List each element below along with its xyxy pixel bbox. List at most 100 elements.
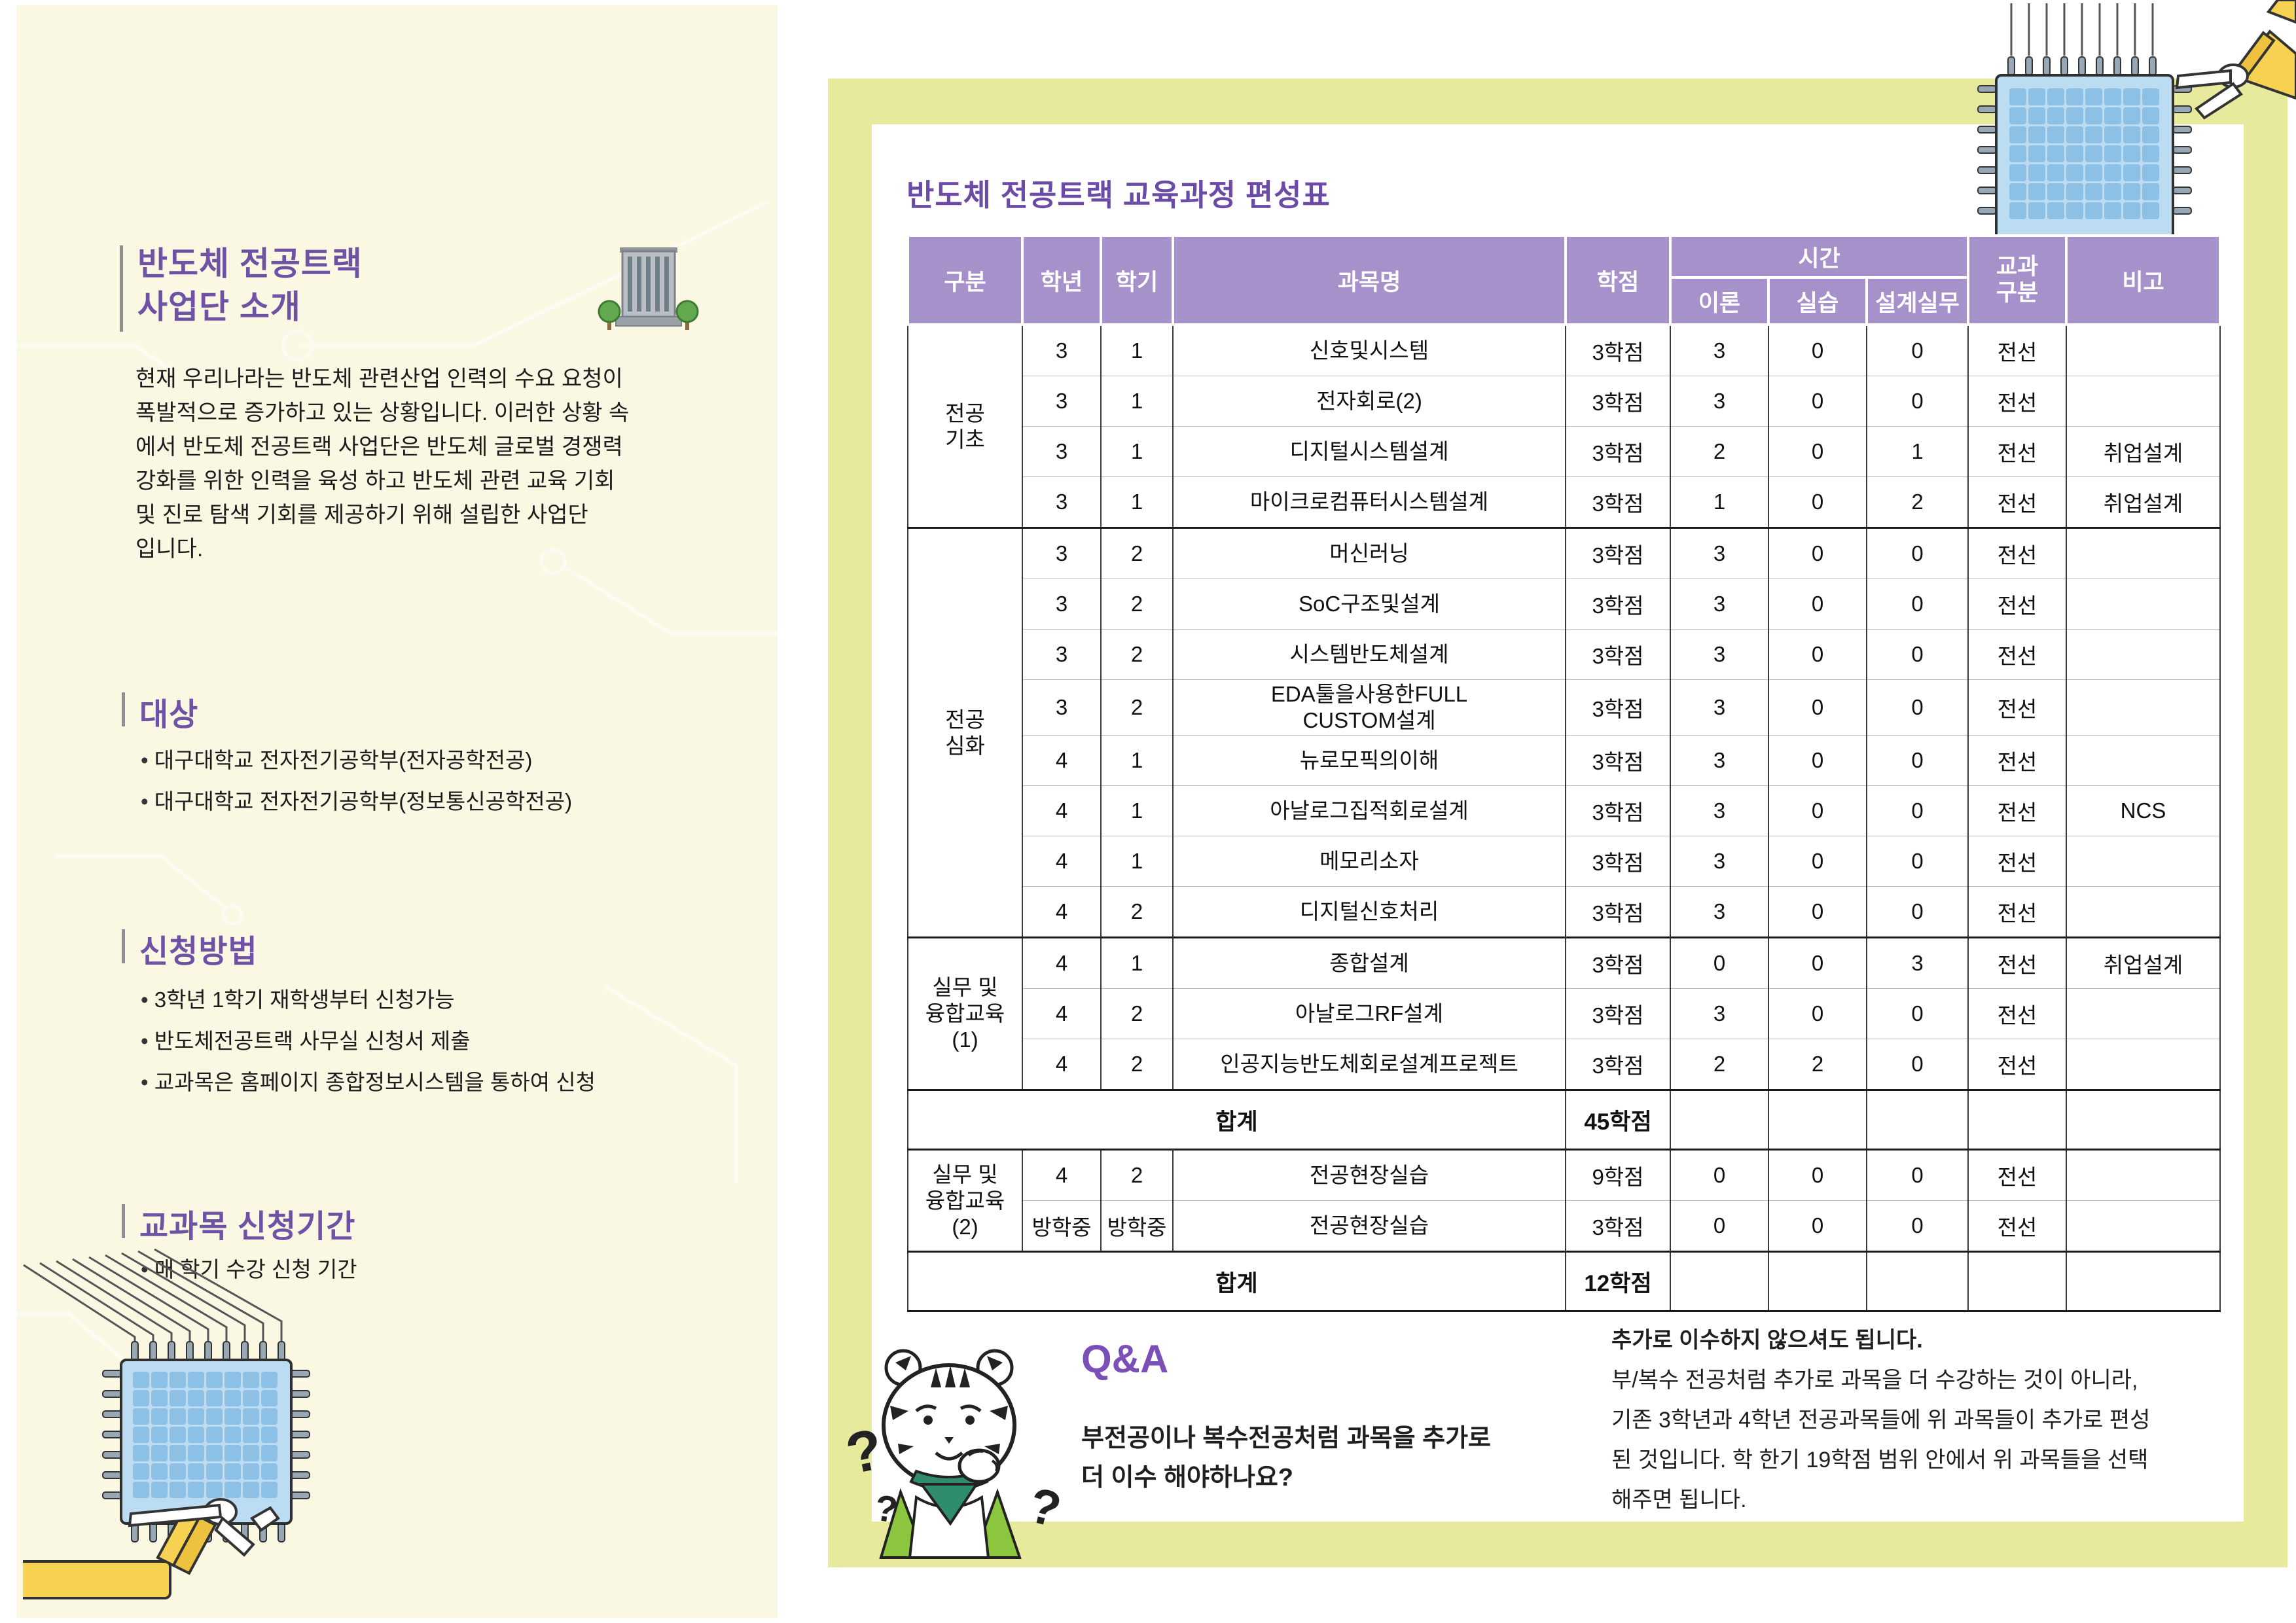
heading-accent-bar — [120, 245, 123, 332]
table-cell-year: 3 — [1022, 323, 1102, 376]
table-cell-design: 0 — [1865, 1039, 1969, 1090]
table-cell-year: 4 — [1022, 836, 1102, 887]
table-cell-theory: 3 — [1670, 836, 1769, 887]
intro-line: 에서 반도체 전공트랙 사업단은 반도체 글로벌 경쟁력 — [135, 435, 623, 459]
table-cell-year: 3 — [1022, 476, 1102, 528]
table-cell-note — [2066, 579, 2221, 630]
table-cell-sem: 1 — [1100, 476, 1174, 528]
table-cell-subject: SoC구조및설계 — [1172, 579, 1566, 630]
table-cell-credit: 3학점 — [1565, 936, 1671, 989]
table-row: 4 2 디지털신호처리 3학점 3 0 0 전선 — [908, 886, 2221, 938]
apply-method-bullet-list: 3학년 1학기 재학생부터 신청가능 반도체전공트랙 사무실 신청서 제출 교과… — [141, 979, 596, 1103]
svg-text:?: ? — [840, 1416, 888, 1486]
table-row: 전공 기초 3 1 신호및시스템 3학점 3 0 0 전선 — [907, 323, 2221, 528]
table-cell-theory: 3 — [1670, 886, 1769, 938]
table-cell-design: 1 — [1865, 426, 1969, 477]
column-header-gubun: 구분 — [906, 234, 1024, 326]
table-cell-credit: 3학점 — [1565, 1200, 1671, 1252]
table-cell-note — [2066, 629, 2221, 680]
table-cell-note — [2066, 527, 2221, 579]
bullet-item: 대구대학교 전자전기공학부(정보통신공학전공) — [141, 781, 572, 822]
table-cell-theory: 3 — [1670, 527, 1769, 579]
table-cell-course_type: 전선 — [1967, 1200, 2068, 1252]
table-cell-year: 3 — [1022, 527, 1102, 579]
table-cell-note — [2066, 886, 2221, 938]
column-header-credit: 학점 — [1564, 234, 1672, 326]
table-cell-credit: 3학점 — [1565, 376, 1671, 427]
table-cell-credit: 3학점 — [1565, 579, 1671, 630]
table-row: 3 1 디지털시스템설계 3학점 2 0 1 전선 취업설계 — [908, 426, 2221, 477]
table-cell-note: NCS — [2066, 785, 2221, 836]
column-header-sem: 학기 — [1100, 234, 1174, 326]
qa-question-line: 부전공이나 복수전공처럼 과목을 추가로 — [1081, 1425, 1491, 1452]
table-cell-credit: 3학점 — [1565, 323, 1671, 376]
table-cell-year: 4 — [1022, 735, 1102, 786]
table-cell-design: 0 — [1865, 836, 1969, 887]
table-row: 실무 및 융합교육 (1) 4 1 종합설계 3학점 0 0 3 전선 취업설계 — [907, 936, 2221, 1090]
table-cell-note — [2066, 988, 2221, 1039]
table-cell-note: 취업설계 — [2066, 936, 2221, 989]
table-cell-subject: EDA툴을사용한FULL CUSTOM설계 — [1172, 679, 1566, 736]
table-cell-course_type: 전선 — [1967, 1149, 2068, 1201]
table-cell-sem: 1 — [1100, 936, 1174, 989]
table-cell-practice: 0 — [1768, 476, 1867, 528]
table-cell-course_type: 전선 — [1967, 1039, 2068, 1090]
section-heading-apply-method: 신청방법 — [139, 935, 258, 969]
page-title-line1: 반도체 전공트랙 — [137, 245, 363, 282]
column-header-theory: 이론 — [1669, 276, 1770, 326]
table-cell-subject: 시스템반도체설계 — [1172, 629, 1566, 680]
table-cell-course_type: 전선 — [1967, 323, 2068, 376]
table-cell-credit: 3학점 — [1565, 988, 1671, 1039]
table-row: 4 2 인공지능반도체회로설계프로젝트 3학점 2 2 0 전선 — [908, 1039, 2221, 1090]
table-cell-course_type: 전선 — [1967, 936, 2068, 989]
table-cell-note: 취업설계 — [2066, 426, 2221, 477]
table-cell-credit: 3학점 — [1565, 679, 1671, 736]
table-cell-practice: 0 — [1768, 579, 1867, 630]
chip-illustration-top-right — [1977, 0, 2296, 258]
table-cell-theory: 3 — [1670, 376, 1769, 427]
table-cell-subject: 뉴로모픽의이해 — [1172, 735, 1566, 786]
table-cell-theory: 2 — [1670, 1039, 1769, 1090]
qa-question-line: 더 이수 해야하나요? — [1081, 1464, 1294, 1491]
table-cell-note — [2066, 735, 2221, 786]
total-empty-cell — [1768, 1089, 1867, 1150]
table-cell-note — [2066, 679, 2221, 736]
total-empty-cell — [1670, 1251, 1769, 1312]
table-cell-practice: 0 — [1768, 785, 1867, 836]
curriculum-title: 반도체 전공트랙 교육과정 편성표 — [906, 178, 1331, 212]
table-cell-course_type: 전선 — [1967, 476, 2068, 528]
bullet-item: 반도체전공트랙 사무실 신청서 제출 — [141, 1020, 596, 1061]
table-cell-sem: 2 — [1100, 886, 1174, 938]
table-cell-practice: 0 — [1768, 936, 1867, 989]
total-label-cell: 합계 — [907, 1251, 1566, 1312]
table-cell-theory: 3 — [1670, 323, 1769, 376]
curriculum-table: 구분 학년 학기 과목명 학점 시간 교과 구분 비고 이론 실습 설계실무 전… — [906, 234, 2222, 1312]
table-cell-year: 4 — [1022, 936, 1102, 989]
table-cell-course_type: 전선 — [1967, 527, 2068, 579]
table-cell-credit: 3학점 — [1565, 426, 1671, 477]
table-cell-course_type: 전선 — [1967, 426, 2068, 477]
table-cell-theory: 3 — [1670, 988, 1769, 1039]
table-cell-subject: 마이크로컴퓨터시스템설계 — [1172, 476, 1566, 528]
table-cell-practice: 0 — [1768, 988, 1867, 1039]
qa-tiger-icon: ? ? ? — [840, 1349, 1066, 1559]
table-cell-year: 3 — [1022, 579, 1102, 630]
table-cell-theory: 3 — [1670, 735, 1769, 786]
table-cell-practice: 0 — [1768, 679, 1867, 736]
table-cell-subject: 신호및시스템 — [1172, 323, 1566, 376]
building-icon — [598, 247, 699, 330]
table-cell-sem: 1 — [1100, 376, 1174, 427]
column-header-note: 비고 — [2065, 234, 2222, 326]
table-row: 전공 심화 3 2 머신러닝 3학점 3 0 0 전선 — [907, 527, 2221, 938]
table-cell-year: 4 — [1022, 988, 1102, 1039]
page-title-line2: 사업단 소개 — [137, 289, 301, 325]
table-cell-design: 0 — [1865, 1149, 1969, 1201]
table-cell-year: 4 — [1022, 785, 1102, 836]
table-cell-sem: 2 — [1100, 629, 1174, 680]
table-cell-sem: 2 — [1100, 527, 1174, 579]
table-cell-course_type: 전선 — [1967, 629, 2068, 680]
qa-answer-headline: 추가로 이수하지 않으셔도 됩니다. — [1611, 1328, 1923, 1353]
table-cell-course_type: 전선 — [1967, 735, 2068, 786]
total-credit-cell: 12학점 — [1565, 1251, 1671, 1312]
table-cell-subject: 전공현장실습 — [1172, 1149, 1566, 1201]
